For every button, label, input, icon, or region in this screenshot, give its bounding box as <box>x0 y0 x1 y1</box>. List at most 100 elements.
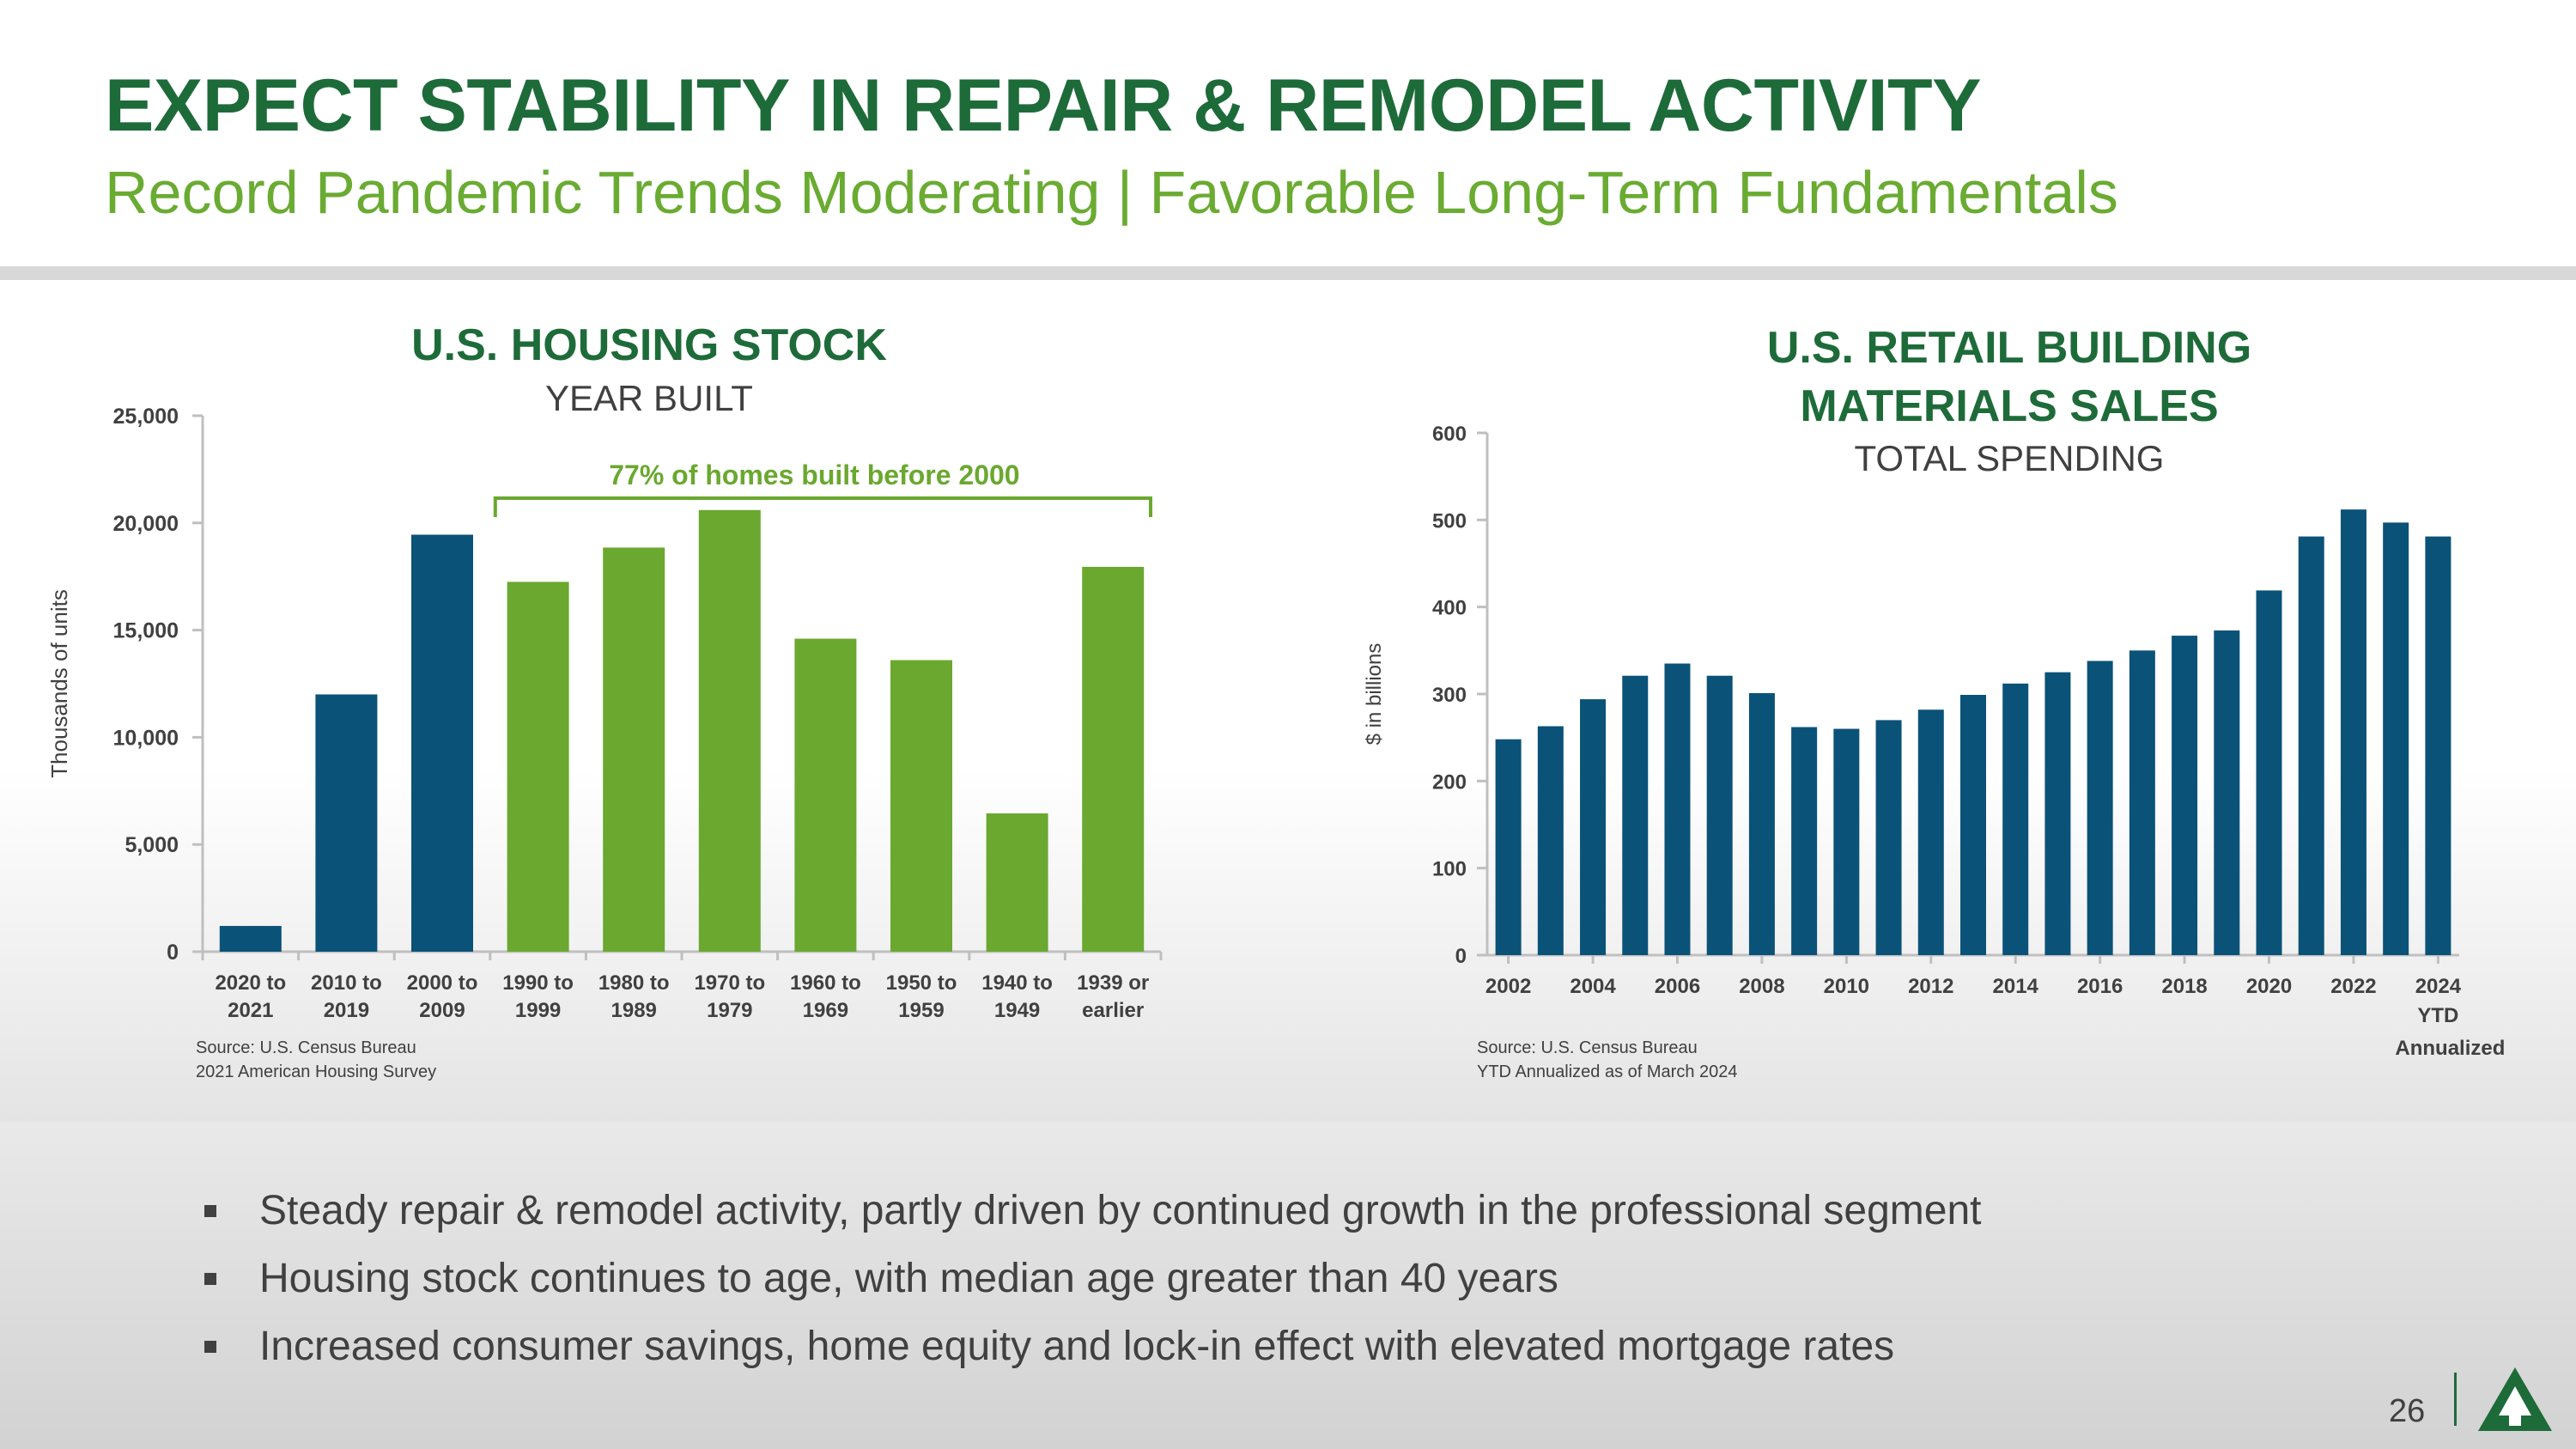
y-tick-label: 10,000 <box>113 726 179 750</box>
annotation-bracket <box>493 496 1152 517</box>
bar-1960-to-1969 <box>794 638 857 952</box>
y-tick-label: 300 <box>1432 684 1467 707</box>
x-tick-label: 2024 <box>2415 975 2462 998</box>
bar-1950-to-1959 <box>890 660 952 952</box>
x-tick-label: 2004 <box>1570 975 1616 998</box>
y-tick-label: 15,000 <box>113 619 179 643</box>
bar-2012 <box>1917 709 1944 955</box>
y-tick-label: 20,000 <box>113 512 179 536</box>
bar-2013 <box>1960 695 1986 955</box>
x-tick-label: 1980 to <box>598 971 670 995</box>
bar-2010-to-2019 <box>315 694 378 952</box>
bar-2006 <box>1664 663 1691 955</box>
bar-2010 <box>1833 728 1860 955</box>
page-subtitle: Record Pandemic Trends Moderating | Favo… <box>105 159 2118 226</box>
x-tick-label-extra: YTD <box>2417 1004 2458 1027</box>
x-tick-label: 1959 <box>898 999 944 1022</box>
page-title: EXPECT STABILITY IN REPAIR & REMODEL ACT… <box>105 64 1982 147</box>
source-line: Source: U.S. Census Bureau <box>196 1038 416 1057</box>
x-tick-label: 2021 <box>228 999 273 1022</box>
x-tick-label: 2020 to <box>215 971 286 995</box>
x-tick-label: 1970 to <box>694 971 765 995</box>
x-tick-label: 1950 to <box>886 971 957 995</box>
y-tick-label: 100 <box>1432 858 1467 881</box>
key-points-list: Steady repair & remodel activity, partly… <box>197 1177 1981 1380</box>
bar-2007 <box>1706 675 1733 955</box>
bullet-text: Increased consumer savings, home equity … <box>259 1324 1895 1369</box>
footer-divider <box>2454 1373 2457 1426</box>
bar-2004 <box>1580 699 1607 955</box>
retail-sales-source: Source: U.S. Census Bureau YTD Annualize… <box>1477 1036 1738 1084</box>
bullet-item: Housing stock continues to age, with med… <box>197 1245 1981 1312</box>
housing-stock-subtitle: YEAR BUILT <box>545 378 753 418</box>
bar-2019 <box>2214 630 2240 955</box>
bar-2011 <box>1875 720 1902 955</box>
x-tick-label: 1939 or <box>1077 971 1149 995</box>
x-tick-label: 2019 <box>324 999 369 1022</box>
x-tick-label: 1969 <box>803 999 848 1022</box>
bullets-background <box>0 1122 2576 1449</box>
bullet-square-icon <box>204 1205 216 1217</box>
bar-2000-to-2009 <box>411 534 473 952</box>
bar-2008 <box>1748 692 1775 955</box>
source-line: YTD Annualized as of March 2024 <box>1477 1062 1738 1081</box>
bullet-square-icon <box>204 1341 216 1353</box>
bar-2023 <box>2383 522 2409 955</box>
source-line: Source: U.S. Census Bureau <box>1477 1038 1698 1057</box>
bar-2014 <box>2002 683 2029 955</box>
bar-2020 <box>2256 590 2282 955</box>
y-tick-label: 25,000 <box>113 405 179 429</box>
x-tick-label: 2018 <box>2161 975 2207 998</box>
x-tick-label: 2014 <box>1993 975 2039 998</box>
x-tick-label: 2012 <box>1908 975 1953 998</box>
x-tick-label: 2002 <box>1485 975 1531 998</box>
header-divider <box>0 266 2576 280</box>
x-tick-label: 2000 to <box>407 971 478 995</box>
bullet-square-icon <box>204 1273 216 1285</box>
bar-2005 <box>1622 675 1649 955</box>
y-tick-label: 400 <box>1432 597 1467 620</box>
housing-stock-chart: 0 5,000 10,000 15,000 20,000 25,000 Thousands … <box>46 405 1163 1022</box>
bullet-item: Steady repair & remodel activity, partly… <box>197 1177 1981 1245</box>
bar-2003 <box>1537 726 1564 955</box>
x-tick-label: 1999 <box>515 999 561 1022</box>
y-tick-label: 600 <box>1432 423 1467 446</box>
x-tick-label: 2010 <box>1824 975 1869 998</box>
retail-sales-subtitle: TOTAL SPENDING <box>1854 438 2165 478</box>
bar-1939-or-earlier <box>1082 566 1145 952</box>
bar-2015 <box>2044 672 2071 955</box>
bar-2002 <box>1495 739 1522 955</box>
x-tick-label: 2006 <box>1655 975 1700 998</box>
bar-2016 <box>2087 661 2113 955</box>
bar-2018 <box>2172 636 2198 955</box>
source-line: 2021 American Housing Survey <box>196 1062 437 1081</box>
bar-1970-to-1979 <box>698 509 761 952</box>
annotation-label: 77% of homes built before 2000 <box>609 460 1019 490</box>
x-tick-label: 1990 to <box>502 971 574 995</box>
retail-sales-title-line1: U.S. RETAIL BUILDING <box>1766 323 2252 373</box>
y-tick-label: 0 <box>167 941 179 965</box>
bar-1990-to-1999 <box>507 581 569 952</box>
page-number: 26 <box>2389 1393 2426 1429</box>
x-tick-label: earlier <box>1082 999 1144 1022</box>
x-tick-label: 1979 <box>707 999 752 1022</box>
y-axis-label: Thousands of units <box>46 589 72 778</box>
bullet-text: Steady repair & remodel activity, partly… <box>259 1188 1982 1233</box>
housing-stock-title: U.S. HOUSING STOCK <box>411 320 887 370</box>
x-tick-label: 1940 to <box>981 971 1053 995</box>
housing-stock-source: Source: U.S. Census Bureau 2021 American… <box>196 1036 436 1084</box>
bar-2022 <box>2340 509 2366 955</box>
bar-1940-to-1949 <box>986 813 1048 952</box>
retail-sales-chart: 0 100 200 300 400 500 600 $ in billions 2002 2004… <box>1363 423 2505 1060</box>
bar-2009 <box>1791 727 1818 955</box>
x-tick-label: 2008 <box>1739 975 1784 998</box>
x-tick-label: 2022 <box>2330 975 2376 998</box>
y-axis-label: $ in billions <box>1363 643 1386 746</box>
bullet-item: Increased consumer savings, home equity … <box>197 1312 1981 1380</box>
y-tick-label: 0 <box>1455 945 1467 968</box>
bar-2021 <box>2298 536 2324 955</box>
x-tick-label: 1949 <box>994 999 1040 1022</box>
bar-1980-to-1989 <box>603 547 665 952</box>
x-tick-label-extra: Annualized <box>2395 1037 2505 1060</box>
y-tick-label: 200 <box>1432 770 1467 794</box>
